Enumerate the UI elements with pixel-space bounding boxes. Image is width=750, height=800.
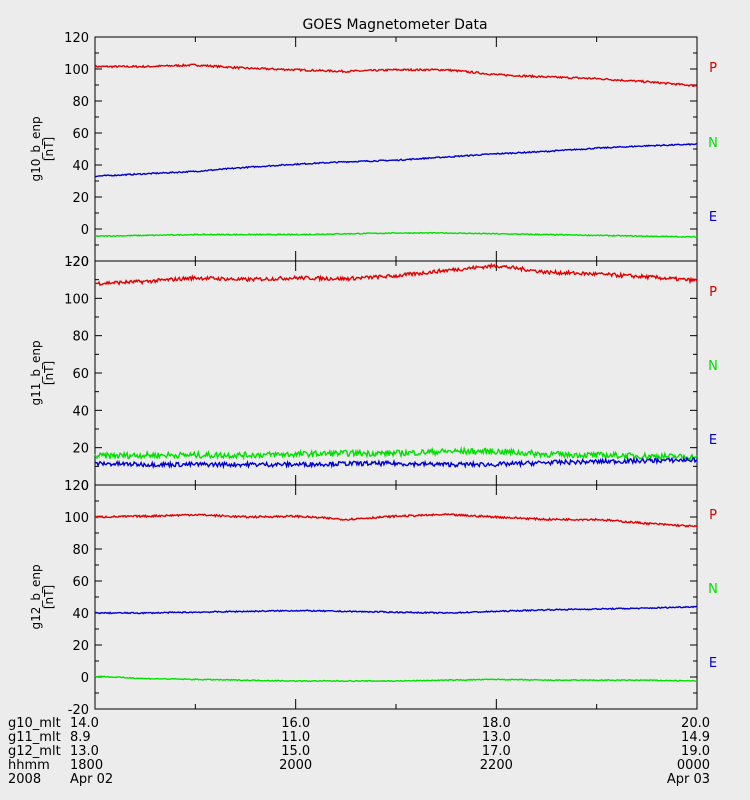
x-tick-label: 0000: [677, 758, 710, 773]
y-tick-label: 20: [72, 191, 89, 206]
legend-n: N: [708, 359, 718, 374]
x-tick-label: 13.0: [70, 744, 99, 759]
legend-e: E: [709, 656, 717, 671]
x-tick-label: 15.0: [281, 744, 310, 759]
panel-frame: [94, 484, 698, 710]
y-tick-label: -20: [68, 255, 89, 270]
panel-1: -20 0 20 40 60 80 100 120 g10_b_enp [nT] P N E: [29, 31, 718, 270]
series-line-p: [94, 512, 698, 528]
panel-2: 0 20 40 60 80 100 120 g11_b_enp [nT] P N E: [29, 255, 718, 494]
panel-3: -20 0 20 40 60 80 100 120 g12_b_enp [nT] P N E: [29, 479, 718, 718]
y-axis-unit: [nT]: [42, 361, 56, 385]
legend-e: E: [709, 210, 717, 225]
x-axis-annotations: g10_mlt 14.0 16.0 18.0 20.0 g11_mlt 8.9 11.0 13.…: [8, 716, 710, 787]
y-tick-label: 120: [64, 479, 89, 494]
series-line-p: [94, 63, 698, 88]
y-axis-unit: [nT]: [42, 585, 56, 609]
x-row-label: g11_mlt: [8, 730, 61, 745]
y-tick-label: 80: [72, 330, 89, 345]
y-tick-label: 0: [81, 223, 89, 238]
y-axis-unit: [nT]: [42, 137, 56, 161]
y-tick-label: 20: [72, 442, 89, 457]
series-line-n: [95, 231, 698, 239]
x-tick-label: Apr 03: [667, 772, 710, 787]
x-tick-label: 19.0: [681, 744, 710, 759]
y-tick-label: 120: [64, 31, 89, 46]
x-tick-label: 14.9: [681, 730, 710, 745]
series-line-n: [94, 675, 698, 683]
x-row-label: g12_mlt: [8, 744, 61, 759]
legend-n: N: [708, 582, 718, 597]
x-row-label: 2008: [8, 772, 41, 787]
y-tick-label: -20: [68, 703, 89, 718]
y-axis-label: g10_b_enp: [29, 116, 43, 181]
x-tick-label: 2200: [480, 758, 513, 773]
x-row-label: g10_mlt: [8, 716, 61, 731]
y-axis-label: g11_b_enp: [29, 340, 43, 405]
x-tick-label: 18.0: [482, 716, 511, 731]
y-tick-label: 100: [64, 292, 89, 307]
x-tick-label: 13.0: [482, 730, 511, 745]
x-tick-label: 17.0: [482, 744, 511, 759]
x-tick-label: 1800: [70, 758, 103, 773]
x-tick-label: Apr 02: [70, 772, 113, 787]
x-tick-label: 8.9: [70, 730, 91, 745]
y-tick-label: 40: [72, 404, 89, 419]
x-row-label: hhmm: [8, 758, 50, 773]
y-tick-label: 60: [72, 367, 89, 382]
x-tick-label: 14.0: [70, 716, 99, 731]
y-tick-label: 20: [72, 639, 89, 654]
y-tick-label: 60: [72, 127, 89, 142]
x-tick-label: 16.0: [281, 716, 310, 731]
y-tick-label: 40: [72, 159, 89, 174]
series-line-p: [94, 262, 698, 287]
y-axis-label: g12_b_enp: [29, 564, 43, 629]
chart-title: GOES Magnetometer Data: [302, 17, 487, 33]
legend-p: P: [709, 508, 717, 523]
legend-p: P: [709, 285, 717, 300]
series-line-e: [94, 456, 698, 470]
legend-e: E: [709, 433, 717, 448]
x-tick-label: 11.0: [281, 730, 310, 745]
y-tick-label: 80: [72, 543, 89, 558]
x-tick-label: 20.0: [681, 716, 710, 731]
series-line-e: [94, 142, 698, 178]
y-tick-label: 120: [64, 255, 89, 270]
series-line-e: [94, 605, 698, 615]
y-tick-label: 100: [64, 511, 89, 526]
series-line-n: [94, 445, 698, 462]
legend-p: P: [709, 61, 717, 76]
y-tick-label: 40: [72, 607, 89, 622]
y-tick-label: 0: [81, 479, 89, 494]
y-tick-label: 0: [81, 671, 89, 686]
y-tick-label: 80: [72, 95, 89, 110]
y-tick-label: 60: [72, 575, 89, 590]
legend-n: N: [708, 136, 718, 151]
x-tick-label: 2000: [279, 758, 312, 773]
y-tick-label: 100: [64, 63, 89, 78]
